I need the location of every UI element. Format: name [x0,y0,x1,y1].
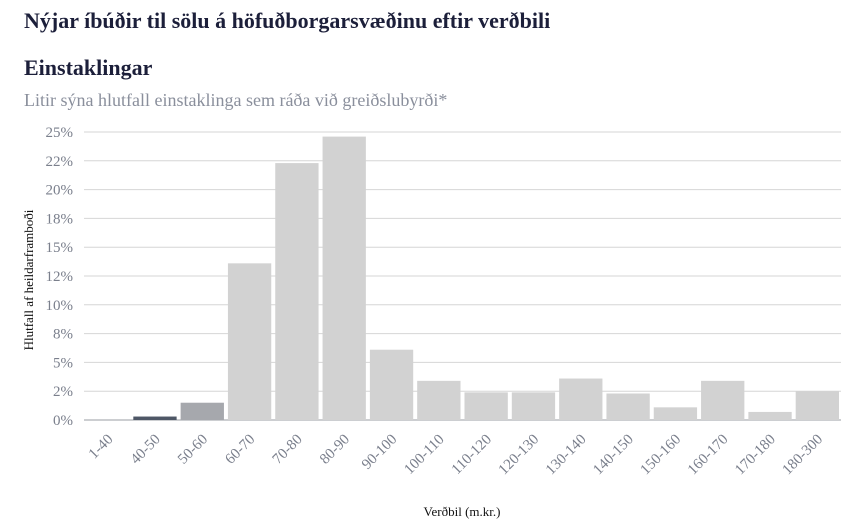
y-tick-label: 2% [53,384,73,400]
y-tick-label: 25% [46,125,74,141]
x-tick-label: 70-80 [270,432,306,468]
x-tick-labels: 1-40 40-50 50-60 60-70 70-80 80-90 90-100 100-1… [86,432,826,479]
x-tick-label: 1-40 [86,432,117,463]
x-tick-label: 60-70 [222,432,258,468]
bars [133,136,839,420]
bar [795,391,839,420]
y-tick-label: 18% [46,211,74,227]
chart-subtitle: Einstaklingar [24,55,153,80]
x-tick-label: 40-50 [128,432,164,468]
bar [606,393,650,420]
x-tick-label: 90-100 [359,432,400,473]
x-tick-label: 100-110 [401,432,447,478]
y-tick-label: 8% [53,327,73,343]
x-axis-label: Verðbil (m.kr.) [424,504,501,519]
bar [511,392,556,420]
bar [133,416,177,420]
bar [180,402,224,420]
x-tick-label: 120-130 [496,432,543,479]
y-tick-label: 22% [46,154,74,170]
bar [559,378,603,420]
bar [322,136,366,420]
y-tick-labels: 0% 2% 5% 8% 10% 12% 15% 18% 20% 22% 25% [46,125,74,429]
y-tick-label: 20% [46,183,74,199]
x-tick-label: 180-300 [780,432,827,479]
x-tick-label: 160-170 [685,432,732,479]
x-tick-label: 140-150 [590,432,637,479]
bar [701,380,745,420]
y-tick-label: 5% [53,355,73,371]
bar [748,411,792,420]
bar [227,263,272,420]
chart-note: Litir sýna hlutfall einstaklinga sem ráð… [24,90,448,110]
chart-title: Nýjar íbúðir til sölu á höfuðborgarsvæði… [24,8,551,33]
x-tick-label: 170-180 [732,432,779,479]
y-axis-label: Hlutfall af heildarframboði [21,209,36,350]
gridlines [84,131,841,421]
x-tick-label: 110-120 [449,432,495,478]
y-tick-label: 0% [53,413,73,429]
x-tick-label: 50-60 [175,432,211,468]
bar [653,407,698,420]
x-tick-label: 130-140 [543,432,590,479]
y-tick-label: 10% [46,298,74,314]
bar [369,349,414,420]
bar [275,163,319,420]
y-tick-label: 15% [46,240,74,256]
bar [417,380,461,420]
x-tick-label: 150-160 [638,432,685,479]
x-tick-label: 80-90 [317,432,353,468]
bar [464,392,508,420]
y-tick-label: 12% [46,269,74,285]
